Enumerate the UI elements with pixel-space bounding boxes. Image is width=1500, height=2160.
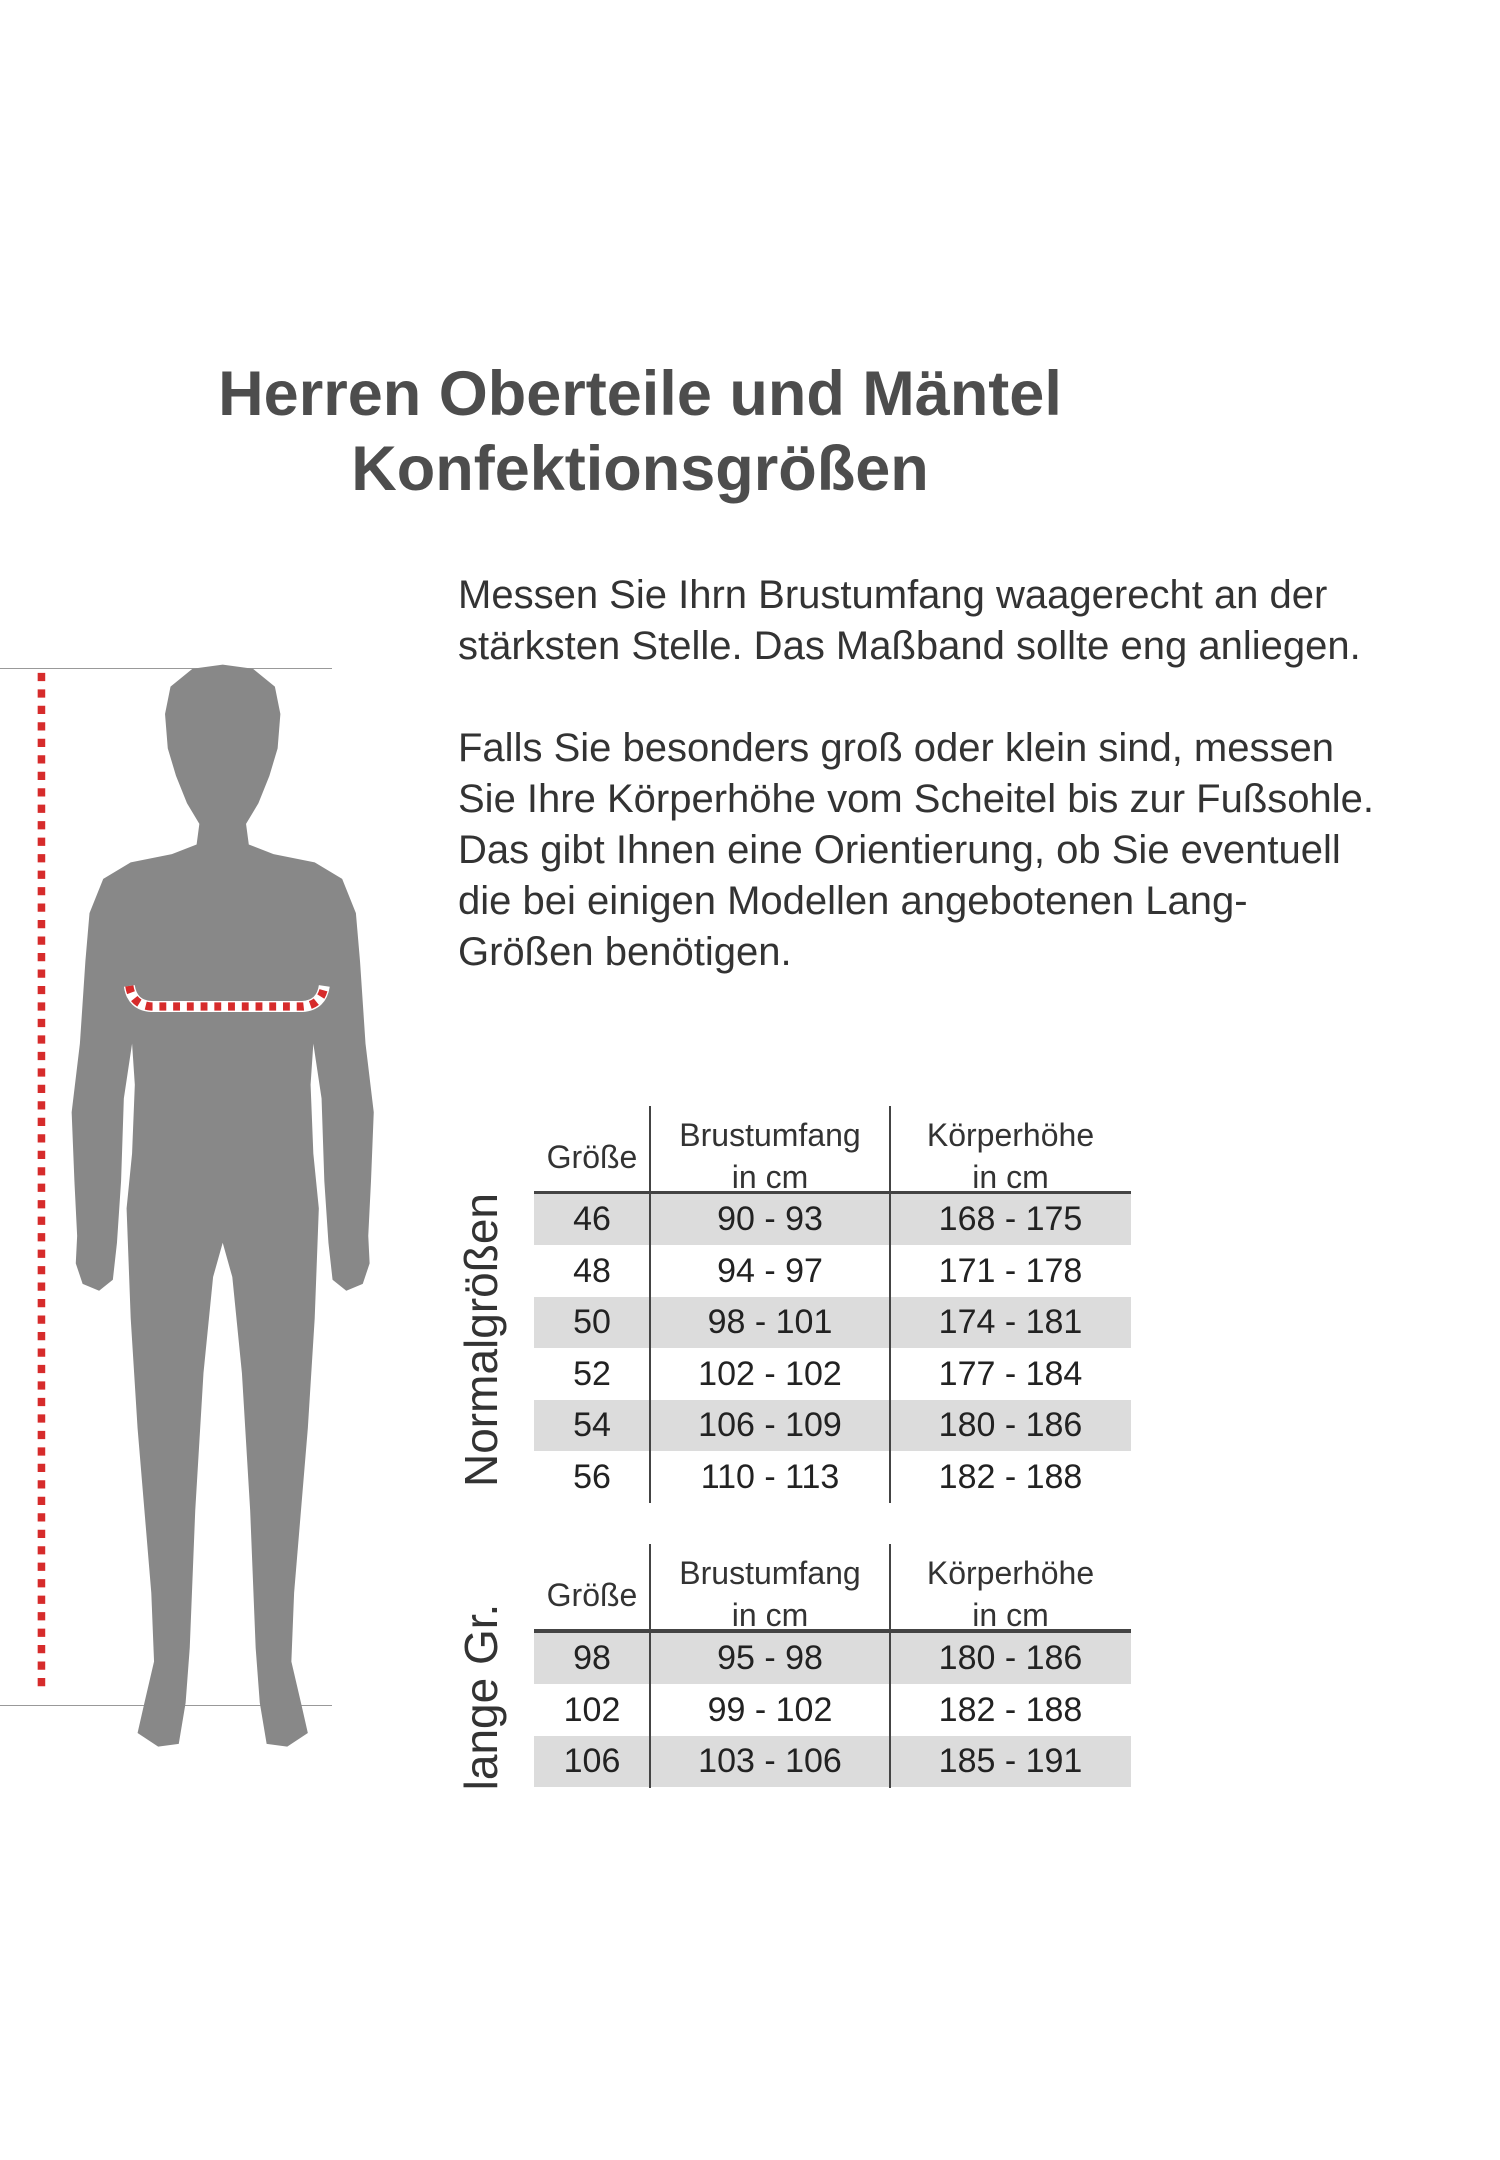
- text-line: stärksten Stelle. Das Maßband sollte eng…: [458, 624, 1361, 668]
- header-unit: in cm: [972, 1597, 1049, 1633]
- height-cell: 182 - 188: [938, 1457, 1083, 1496]
- header-line: Körperhöhe: [926, 1117, 1095, 1153]
- height-cell: 185 - 191: [938, 1742, 1083, 1780]
- height-cell: 168 - 175: [938, 1200, 1083, 1238]
- size-cell: 50: [573, 1303, 611, 1341]
- instructions: Messen Sie Ihrn Brustumfang waagerecht a…: [458, 570, 1498, 1029]
- height-cell: 171 - 178: [938, 1251, 1083, 1290]
- height-cell: 174 - 181: [938, 1303, 1083, 1341]
- text-line: die bei einigen Modellen angebotenen Lan…: [458, 879, 1248, 923]
- chest-cell: 94 - 97: [717, 1251, 823, 1290]
- table-group-label: Normalgrößen: [455, 1193, 507, 1487]
- header-divider: [534, 1191, 1131, 1195]
- size-cell: 46: [573, 1200, 611, 1238]
- column-divider: [889, 1106, 891, 1503]
- header-divider: [534, 1629, 1131, 1633]
- header-line: Brustumfang: [679, 1117, 861, 1153]
- text-line: Sie Ihre Körperhöhe vom Scheitel bis zur…: [458, 777, 1374, 821]
- chest-cell: 106 - 109: [698, 1406, 842, 1444]
- size-cell: 52: [573, 1354, 611, 1393]
- chest-cell: 103 - 106: [698, 1742, 842, 1780]
- header-line: Größe: [546, 1139, 638, 1175]
- column-header: Brustumfang in cm: [650, 1114, 890, 1198]
- column-header: Brustumfang in cm: [650, 1552, 890, 1636]
- column-header: Körperhöhe in cm: [890, 1114, 1131, 1198]
- page-title-line-1: Herren Oberteile und Mäntel: [218, 359, 1062, 429]
- table-row: 46 90 - 93 168 - 175: [534, 1194, 1131, 1245]
- table-row: 48 94 - 97 171 - 178: [534, 1246, 1131, 1297]
- height-cell: 180 - 186: [938, 1406, 1083, 1444]
- text-line: Das gibt Ihnen eine Orientierung, ob Sie…: [458, 828, 1341, 872]
- height-cell: 180 - 186: [938, 1639, 1083, 1677]
- table-row: 50 98 - 101 174 - 181: [534, 1297, 1131, 1348]
- chest-cell: 90 - 93: [717, 1200, 823, 1238]
- table-row: 106 103 - 106 185 - 191: [534, 1736, 1131, 1787]
- size-cell: 48: [573, 1251, 611, 1290]
- table-row: 52 102 - 102 177 - 184: [534, 1349, 1131, 1400]
- column-divider: [649, 1106, 651, 1503]
- size-cell: 98: [573, 1639, 611, 1677]
- chest-cell: 110 - 113: [700, 1457, 840, 1496]
- chest-cell: 99 - 102: [707, 1690, 833, 1729]
- instructions-height: Falls Sie besonders groß oder klein sind…: [458, 723, 1498, 978]
- header-unit: in cm: [731, 1159, 809, 1195]
- size-cell: 54: [573, 1406, 611, 1444]
- chest-cell: 102 - 102: [698, 1354, 842, 1393]
- text-line: Größen benötigen.: [458, 930, 792, 974]
- header-unit: in cm: [731, 1597, 809, 1633]
- man-silhouette: [71, 664, 374, 1747]
- size-cell: 106: [563, 1742, 621, 1780]
- text-line: Messen Sie Ihrn Brustumfang waagerecht a…: [458, 573, 1328, 617]
- header-line: Körperhöhe: [926, 1555, 1095, 1591]
- column-header: Größe: [534, 1136, 650, 1178]
- chest-cell: 98 - 101: [707, 1303, 833, 1341]
- column-divider: [649, 1544, 651, 1788]
- table-row: 98 95 - 98 180 - 186: [534, 1633, 1131, 1684]
- size-cell: 56: [573, 1457, 611, 1496]
- header-unit: in cm: [972, 1159, 1049, 1195]
- table-group-label: lange Gr.: [455, 1603, 507, 1791]
- table-row: 102 99 - 102 182 - 188: [534, 1685, 1131, 1736]
- table-row: 54 106 - 109 180 - 186: [534, 1400, 1131, 1451]
- head-level-line: [0, 668, 332, 669]
- table-row: 56 110 - 113 182 - 188: [534, 1452, 1131, 1503]
- height-cell: 182 - 188: [938, 1690, 1083, 1729]
- column-header: Körperhöhe in cm: [890, 1552, 1131, 1636]
- instructions-chest: Messen Sie Ihrn Brustumfang waagerecht a…: [458, 570, 1498, 672]
- column-divider: [889, 1544, 891, 1788]
- header-line: Brustumfang: [679, 1555, 861, 1591]
- column-header: Größe: [534, 1574, 650, 1616]
- chest-cell: 95 - 98: [717, 1639, 823, 1677]
- text-line: Falls Sie besonders groß oder klein sind…: [458, 726, 1334, 770]
- size-cell: 102: [563, 1690, 621, 1729]
- page-title-line-2: Konfektionsgrößen: [351, 434, 929, 504]
- height-cell: 177 - 184: [938, 1354, 1083, 1393]
- chest-measure-band: [125, 985, 329, 1011]
- header-line: Größe: [546, 1577, 638, 1613]
